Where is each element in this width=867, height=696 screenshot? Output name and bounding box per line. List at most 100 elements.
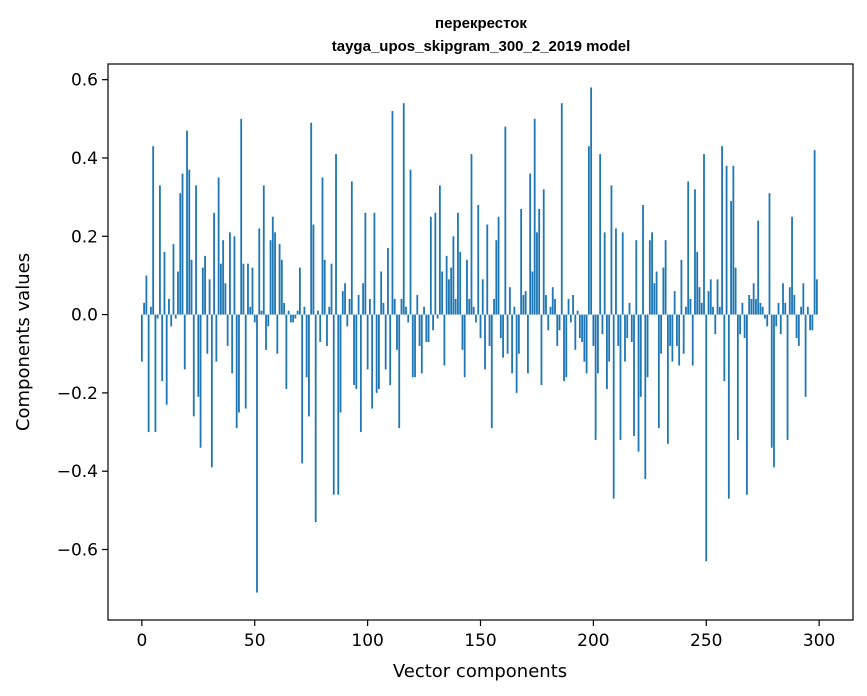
bar-4 (149, 306, 152, 315)
bar-45 (242, 263, 245, 315)
bar-41 (233, 236, 236, 315)
bar-270 (750, 298, 753, 315)
bar-227 (653, 283, 656, 315)
bar-11 (165, 314, 168, 405)
bar-16 (177, 271, 179, 315)
bar-122 (416, 295, 419, 315)
bar-73 (305, 314, 308, 378)
bar-247 (698, 287, 701, 315)
bar-87 (337, 314, 340, 495)
bar-29 (206, 314, 209, 354)
bar-202 (596, 314, 599, 374)
bar-82 (326, 314, 328, 346)
bar-191 (572, 295, 574, 315)
bar-265 (739, 314, 742, 335)
bar-0 (140, 314, 143, 362)
bar-193 (576, 310, 579, 315)
bar-55 (265, 314, 267, 350)
bar-260 (727, 314, 730, 499)
bar-190 (569, 314, 572, 323)
bar-240 (682, 314, 685, 354)
bar-34 (217, 177, 220, 315)
bar-159 (499, 314, 502, 339)
bar-154 (488, 314, 491, 346)
bar-54 (262, 185, 265, 315)
bar-215 (626, 314, 629, 339)
bar-185 (558, 314, 561, 331)
bar-69 (296, 310, 299, 315)
bar-151 (481, 279, 484, 315)
bar-35 (219, 263, 222, 315)
bar-275 (761, 306, 764, 315)
bar-97 (359, 314, 362, 433)
bar-172 (529, 173, 532, 315)
bar-239 (680, 259, 683, 315)
bar-237 (676, 314, 678, 346)
bar-201 (594, 314, 597, 440)
bar-254 (714, 314, 717, 335)
x-tick-label: 100 (351, 631, 383, 651)
bar-174 (533, 118, 536, 315)
bar-38 (226, 314, 229, 346)
bar-221 (639, 314, 642, 397)
bar-157 (495, 240, 498, 315)
bar-194 (578, 314, 581, 339)
bar-165 (513, 306, 516, 315)
bar-5 (152, 146, 155, 315)
bar-139 (454, 298, 457, 315)
bar-228 (655, 271, 658, 315)
bar-272 (755, 298, 757, 315)
bar-204 (601, 314, 604, 335)
bar-2 (145, 275, 148, 315)
bar-253 (712, 306, 714, 315)
bar-130 (434, 212, 437, 315)
bar-103 (373, 212, 376, 315)
bar-3 (147, 314, 150, 433)
bar-99 (364, 212, 367, 315)
bar-164 (511, 314, 514, 374)
bar-262 (732, 165, 735, 315)
bar-161 (504, 126, 507, 315)
bar-222 (642, 204, 644, 315)
bar-181 (549, 306, 552, 315)
bar-296 (809, 314, 812, 331)
bar-63 (283, 302, 285, 315)
bar-220 (637, 314, 640, 452)
bar-281 (775, 314, 778, 327)
bar-213 (621, 232, 624, 315)
bar-294 (804, 314, 807, 397)
bar-125 (423, 306, 425, 315)
bar-232 (664, 240, 667, 315)
bar-298 (813, 150, 816, 315)
bar-18 (181, 173, 184, 315)
bar-79 (319, 314, 322, 342)
bar-98 (362, 283, 365, 315)
bar-77 (314, 314, 317, 523)
bar-146 (470, 154, 473, 315)
bar-186 (560, 103, 563, 315)
bar-40 (231, 314, 234, 374)
bar-86 (335, 154, 337, 315)
bar-250 (705, 314, 708, 562)
bar-225 (648, 240, 651, 315)
bar-160 (502, 314, 504, 358)
bar-223 (644, 314, 647, 480)
bar-72 (303, 306, 306, 315)
bar-178 (542, 189, 545, 315)
y-tick-label: 0.0 (71, 306, 98, 326)
bar-84 (330, 263, 333, 315)
bar-10 (163, 251, 166, 315)
bar-47 (247, 263, 249, 315)
bar-267 (743, 314, 746, 339)
bar-173 (531, 271, 534, 315)
bar-91 (346, 314, 349, 327)
bar-114 (398, 314, 401, 429)
bar-19 (183, 314, 186, 370)
bar-156 (493, 298, 495, 315)
x-axis-label: Vector components (393, 661, 567, 682)
bar-236 (673, 291, 676, 315)
bar-256 (718, 306, 721, 315)
bar-24 (195, 185, 197, 315)
chart-title-line2: tayga_upos_skipgram_300_2_2019 model (332, 38, 631, 55)
bar-67 (292, 314, 295, 323)
